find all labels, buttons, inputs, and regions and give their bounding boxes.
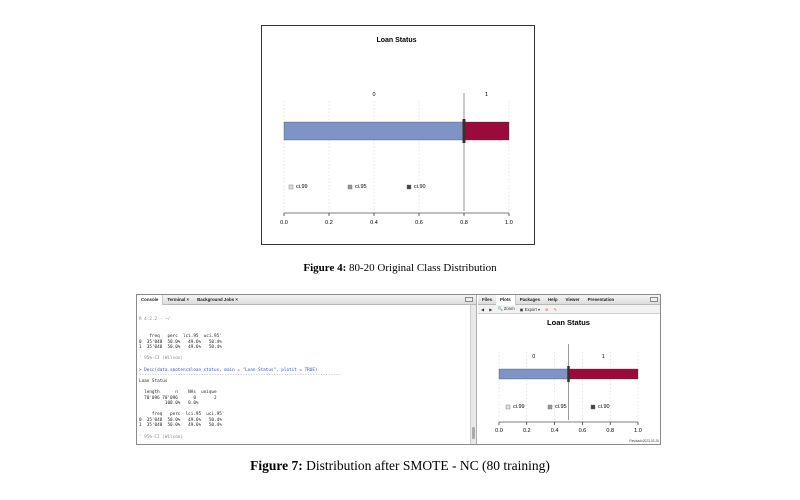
forward-arrow-icon[interactable]: ▶ xyxy=(489,306,493,312)
figure-4-plot: Loan Status 0 1 ci.99 ci.95 ci.90 0.0 0.2 0.4 0.6… xyxy=(261,25,535,245)
x-tick-label: 0.6 xyxy=(579,428,587,434)
x-tick-label: 0.2 xyxy=(523,428,531,434)
chart-title: Loan Status xyxy=(376,37,416,44)
console-line: Loan Status xyxy=(139,378,168,384)
figure-4-label: Figure 4: xyxy=(303,262,347,274)
console-line: ' 95%-CI (Wilson) xyxy=(139,356,183,362)
console-scrollbar[interactable] xyxy=(470,305,476,444)
broom-icon[interactable]: ✎ xyxy=(553,306,558,312)
console-line xyxy=(139,440,476,444)
x-tick-label: 0.4 xyxy=(551,428,559,434)
legend-label: ci.90 xyxy=(598,404,610,410)
console-line: > Desc(data.smotenc$loan_status, main = … xyxy=(139,367,318,373)
stamp-text: Revisado2023-03-26 xyxy=(629,439,659,443)
legend-swatch xyxy=(406,184,412,190)
console-output[interactable]: R 4.2.2 · ~/ freq perc lci.95 uci.95' 0 3… xyxy=(137,305,476,444)
tab-help[interactable]: Help xyxy=(548,297,558,302)
x-tick-label: 1.0 xyxy=(505,220,513,226)
zoom-button[interactable]: 🔍 Zoom xyxy=(497,306,515,311)
console-line: ----------------------------------------… xyxy=(139,373,341,379)
legend-label: ci.99 xyxy=(513,404,525,410)
legend-label: ci.99 xyxy=(296,184,308,190)
x-tick-label: 0.8 xyxy=(606,428,614,434)
x-tick-label: 0.0 xyxy=(280,220,288,226)
x-tick-label: 0.8 xyxy=(460,220,468,226)
x-tick-label: 1.0 xyxy=(634,428,642,434)
x-tick-label: 0.0 xyxy=(495,428,503,434)
legend-label: ci.95 xyxy=(355,184,367,190)
minimize-icon[interactable] xyxy=(650,297,658,302)
console-line: 100.0% 0.0% xyxy=(139,401,199,407)
console-line: length n NAs unique xyxy=(139,389,217,395)
export-button[interactable]: ▣ Export ▾ xyxy=(519,306,541,312)
tab-viewer[interactable]: Viewer xyxy=(565,297,580,302)
legend-label: ci.95 xyxy=(555,404,567,410)
console-lines: freq perc lci.95 uci.95' 0 35'048 50.0% 4… xyxy=(139,333,476,444)
tab-packages[interactable]: Packages xyxy=(519,297,541,302)
zoom-label: Zoom xyxy=(503,306,515,311)
category-label: 0 xyxy=(372,92,375,98)
tab-console[interactable]: Console xyxy=(137,295,164,305)
category-label: 0 xyxy=(532,354,535,360)
console-line: freq perc lci.95 uci.95' xyxy=(139,412,225,418)
plots-pane: Files Plots Packages Help Viewer Presentation… xyxy=(478,295,660,444)
bar-1 xyxy=(568,368,639,380)
confidence-interval-mark xyxy=(567,366,570,382)
console-line: 0 35'048 50.0% 49.6% 50.4% xyxy=(139,417,222,423)
x-tick-label: 0.4 xyxy=(370,220,378,226)
legend-swatch xyxy=(590,404,596,410)
minimize-icon[interactable] xyxy=(465,297,473,302)
tab-background-jobs[interactable]: Background Jobs × xyxy=(197,297,238,302)
x-tick-label: 0.6 xyxy=(415,220,423,226)
legend-swatch xyxy=(288,184,294,190)
tab-terminal[interactable]: Terminal × xyxy=(167,297,190,302)
rstudio-window: Console Terminal × Background Jobs × R 4… xyxy=(136,294,661,445)
category-label: 1 xyxy=(602,354,605,360)
loan-status-chart: Loan Status 0 1 ci.99 ci.95 ci.90 0.0 0.2 0.4 0.6… xyxy=(280,37,513,226)
console-line: 70'096 70'096 0 2 xyxy=(139,395,217,401)
console-line: freq perc lci.95 uci.95' xyxy=(139,333,222,339)
console-line: 1 35'048 50.0% 49.6% 50.4% xyxy=(139,345,222,351)
export-label: Export ▾ xyxy=(524,306,541,312)
chart-title: Loan Status xyxy=(547,318,590,327)
tab-files[interactable]: Files xyxy=(482,297,493,302)
category-label: 1 xyxy=(485,92,488,98)
bar-0 xyxy=(498,368,569,380)
console-tabbar: Console Terminal × Background Jobs × xyxy=(137,295,476,305)
remove-plot-icon[interactable]: ⊘ xyxy=(545,306,549,312)
files-tabbar: Files Plots Packages Help Viewer Presentation xyxy=(478,295,660,305)
back-arrow-icon[interactable]: ◀ xyxy=(481,306,485,312)
console-line: ' 95%-CI (Wilson) xyxy=(139,434,183,440)
bar-0 xyxy=(283,121,465,141)
figure-7-text: Distribution after SMOTE - NC (80 traini… xyxy=(302,458,550,473)
legend-swatch xyxy=(505,404,511,410)
console-path: R 4.2.2 · ~/ xyxy=(139,317,171,323)
scrollbar-thumb[interactable] xyxy=(472,427,475,439)
legend-swatch xyxy=(347,184,353,190)
plot-toolbar: ◀ ▶ 🔍 Zoom ▣ Export ▾ ⊘ ✎ xyxy=(478,305,660,314)
bar-1 xyxy=(463,121,510,141)
figure-4-text: 80-20 Original Class Distribution xyxy=(346,262,497,274)
console-line: 0 35'048 50.0% 49.6% 50.4% xyxy=(139,339,222,345)
figure-7-caption: Figure 7: Distribution after SMOTE - NC … xyxy=(0,458,800,474)
loan-status-chart: Loan Status 0 1 ci.99 ci.95 ci.90 0.0 0.2 0.4 0.6… xyxy=(495,318,642,434)
tab-plots[interactable]: Plots xyxy=(496,295,516,305)
figure-7-label: Figure 7: xyxy=(250,458,303,473)
legend-label: ci.90 xyxy=(414,184,426,190)
legend-swatch xyxy=(547,404,553,410)
console-line: 1 35'048 50.0% 49.6% 50.4% xyxy=(139,423,222,429)
tab-presentation[interactable]: Presentation xyxy=(587,297,615,302)
x-tick-label: 0.2 xyxy=(325,220,333,226)
console-pane: Console Terminal × Background Jobs × R 4… xyxy=(137,295,477,444)
figure-4-caption: Figure 4: 80-20 Original Class Distribut… xyxy=(0,262,800,274)
confidence-interval-mark xyxy=(462,119,466,143)
